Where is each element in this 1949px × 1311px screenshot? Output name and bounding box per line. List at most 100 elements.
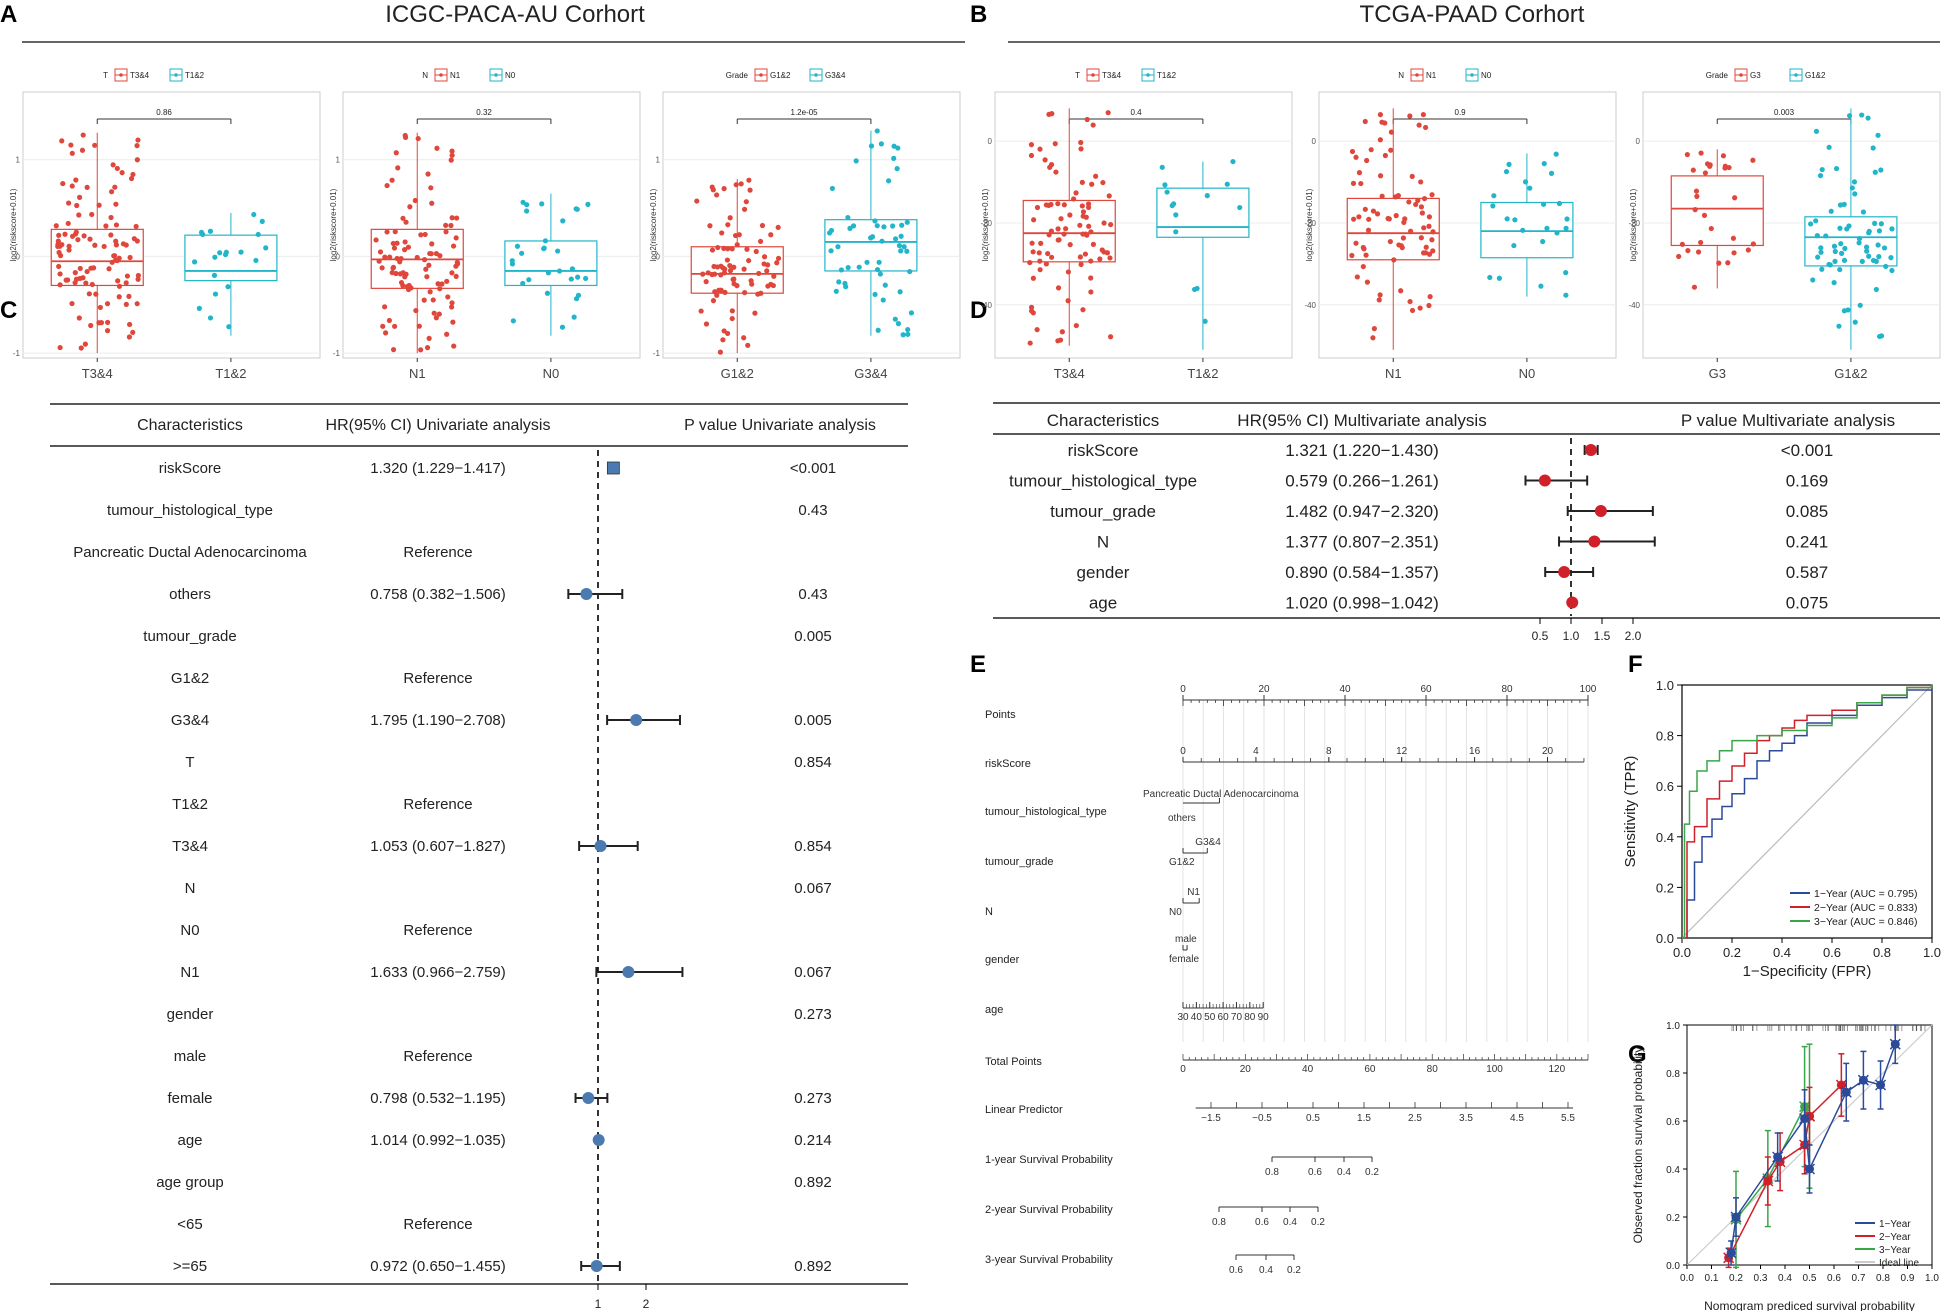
- jitter-point: [900, 332, 906, 338]
- grade-label-b: G1&2: [1169, 857, 1195, 868]
- y-tick-label: -20: [1304, 219, 1316, 228]
- jitter-point: [719, 230, 725, 236]
- jitter-point: [255, 231, 261, 238]
- age-tick-label: 30: [1177, 1012, 1189, 1023]
- jitter-point: [427, 289, 433, 295]
- jitter-point: [108, 189, 115, 195]
- row-hr: 1.482 (0.947−2.320): [1285, 502, 1439, 521]
- jitter-point: [717, 349, 723, 355]
- pvalue-label: 0.86: [156, 108, 172, 117]
- calibration-line-3: [1735, 1104, 1811, 1220]
- jitter-point: [869, 234, 876, 240]
- jitter-point: [1837, 225, 1843, 231]
- legend-title: T: [103, 71, 108, 80]
- jitter-point: [1832, 258, 1838, 264]
- jitter-point: [904, 219, 910, 225]
- jitter-point: [899, 222, 905, 228]
- jitter-point: [81, 233, 87, 239]
- jitter-point: [733, 182, 739, 188]
- jitter-point: [56, 263, 62, 270]
- jitter-point: [1708, 225, 1714, 232]
- jitter-point: [1863, 244, 1870, 250]
- jitter-point: [729, 308, 735, 314]
- header-icgc: ICGC-PACA-AU Corhort: [385, 1, 645, 28]
- jitter-point: [1376, 297, 1382, 303]
- jitter-point: [1496, 275, 1503, 281]
- jitter-point: [1379, 193, 1385, 199]
- jitter-point: [1679, 241, 1685, 247]
- jitter-point: [1426, 251, 1433, 257]
- jitter-point: [891, 155, 897, 161]
- legend-label: T3&4: [130, 71, 150, 80]
- legend-label: N0: [1481, 71, 1492, 80]
- jitter-point: [130, 171, 136, 178]
- jitter-point: [1374, 211, 1381, 217]
- jitter-point: [519, 250, 525, 256]
- jitter-point: [392, 323, 398, 329]
- jitter-point: [560, 218, 566, 224]
- row-hr: 0.972 (0.650−1.455): [370, 1258, 506, 1275]
- jitter-point: [449, 304, 455, 310]
- riskscore-tick-label: 8: [1326, 746, 1332, 757]
- age-tick-label: 50: [1204, 1012, 1216, 1023]
- legend-key-dot: [1739, 73, 1743, 77]
- jitter-point: [721, 245, 727, 252]
- jitter-point: [382, 330, 389, 336]
- jitter-point: [57, 271, 63, 277]
- estimate-point: [1558, 566, 1571, 578]
- nomogram-row-label: age: [985, 1004, 1003, 1016]
- jitter-point: [1088, 289, 1094, 295]
- jitter-point: [1078, 261, 1084, 268]
- jitter-point: [1057, 337, 1064, 343]
- jitter-point: [1090, 241, 1097, 247]
- jitter-point: [1036, 250, 1042, 256]
- jitter-point: [725, 330, 731, 337]
- jitter-point: [259, 218, 265, 224]
- jitter-point: [1859, 112, 1865, 118]
- jitter-point: [1202, 318, 1208, 324]
- jitter-point: [1055, 285, 1062, 291]
- pvalue-label: 0.32: [476, 108, 492, 117]
- y-axis-label: log2(riskscore+0.01): [1629, 188, 1638, 261]
- row-pvalue: 0.43: [798, 586, 827, 603]
- box-iqr: [1670, 175, 1764, 247]
- jitter-point: [443, 229, 449, 235]
- jitter-point: [1048, 228, 1055, 234]
- total-points-tick-label: 120: [1549, 1064, 1566, 1075]
- jitter-point: [449, 152, 455, 158]
- jitter-point: [1387, 238, 1393, 245]
- jitter-point: [1426, 223, 1432, 229]
- jitter-point: [1421, 250, 1427, 256]
- jitter-point: [135, 137, 141, 143]
- panel-letter-E: E: [970, 651, 986, 678]
- jitter-point: [448, 157, 454, 163]
- calibration-cross: [1835, 1079, 1847, 1091]
- surv-1yr-tick-label: 0.6: [1308, 1167, 1322, 1178]
- jitter-point: [1077, 254, 1083, 260]
- jitter-point: [84, 184, 90, 190]
- riskscore-tick-label: 20: [1542, 746, 1554, 757]
- jitter-point: [768, 281, 774, 287]
- jitter-point: [104, 328, 111, 334]
- jitter-point: [450, 319, 456, 325]
- legend-label: G1&2: [770, 71, 791, 80]
- age-tick-label: 80: [1244, 1012, 1256, 1023]
- jitter-point: [1826, 144, 1832, 150]
- jitter-point: [389, 177, 395, 183]
- x-tick-label: N1: [409, 366, 426, 381]
- jitter-point: [1836, 323, 1842, 329]
- linear-predictor-tick-label: 1.5: [1357, 1113, 1371, 1124]
- jitter-point: [104, 319, 111, 325]
- x-tick-label: 0.8: [1876, 1273, 1890, 1284]
- jitter-point: [126, 293, 132, 299]
- jitter-point: [838, 267, 845, 273]
- jitter-point: [449, 148, 455, 154]
- jitter-point: [1828, 208, 1834, 214]
- linear-predictor-tick-label: −0.5: [1252, 1113, 1272, 1124]
- jitter-point: [402, 247, 408, 253]
- y-tick-label: -40: [980, 301, 992, 310]
- jitter-point: [1839, 250, 1845, 256]
- row-characteristic: N: [1097, 533, 1109, 552]
- jitter-point: [101, 243, 107, 250]
